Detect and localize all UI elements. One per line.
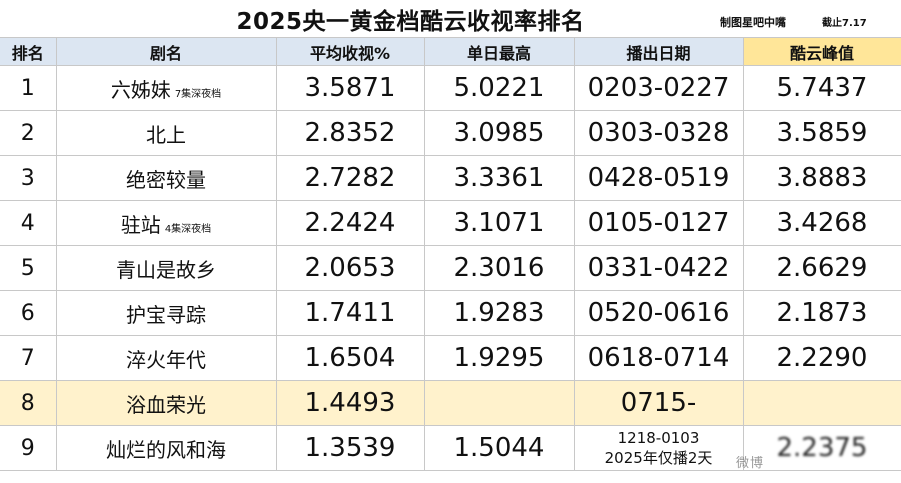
dates-note: 2025年仅播2天: [604, 449, 713, 467]
cell-peak: 3.5859: [743, 110, 901, 156]
show-name: 驻站: [120, 212, 161, 237]
cell-rank: 1: [0, 65, 57, 111]
table-row: 9 灿烂的风和海 1.3539 1.5044 1218-0103 2025年仅播…: [0, 425, 901, 471]
cell-rank: 6: [0, 290, 57, 336]
cell-high: 5.0221: [424, 65, 575, 111]
cell-rank: 8: [0, 380, 57, 426]
cell-name: 浴血荣光: [56, 380, 277, 426]
table-row: 5 青山是故乡 2.0653 2.3016 0331-0422 2.6629: [0, 245, 901, 291]
cell-rank: 2: [0, 110, 57, 156]
cell-rank: 4: [0, 200, 57, 246]
header-dates: 播出日期: [574, 38, 744, 66]
cell-dates: 0331-0422: [574, 245, 744, 291]
table-row: 2 北上 2.8352 3.0985 0303-0328 3.5859: [0, 110, 901, 156]
cell-rank: 7: [0, 335, 57, 381]
ratings-table: 排名 剧名 平均收视% 单日最高 播出日期 酷云峰值 1 六姊妹 7集深夜档 3.…: [0, 38, 901, 471]
cell-peak: 5.7437: [743, 65, 901, 111]
cell-peak: 2.6629: [743, 245, 901, 291]
cell-high: 3.0985: [424, 110, 575, 156]
cell-name: 驻站 4集深夜档: [56, 200, 277, 246]
as-of-date: 截止7.17: [822, 18, 867, 29]
dates-range: 1218-0103: [617, 429, 700, 447]
table-row: 4 驻站 4集深夜档 2.2424 3.1071 0105-0127 3.4268: [0, 200, 901, 246]
cell-dates: 0105-0127: [574, 200, 744, 246]
cell-name: 淬火年代: [56, 335, 277, 381]
show-name: 绝密较量: [126, 167, 206, 192]
cell-name: 绝密较量: [56, 155, 277, 201]
cell-peak: 3.8883: [743, 155, 901, 201]
cell-dates: 0428-0519: [574, 155, 744, 201]
cell-peak: 2.2290: [743, 335, 901, 381]
show-name: 护宝寻踪: [126, 302, 206, 327]
cell-avg: 1.3539: [276, 425, 425, 471]
cell-high: 1.9283: [424, 290, 575, 336]
cell-high-empty: [424, 380, 575, 426]
cell-avg: 2.2424: [276, 200, 425, 246]
cell-avg: 1.6504: [276, 335, 425, 381]
cell-name: 青山是故乡: [56, 245, 277, 291]
cell-avg: 2.0653: [276, 245, 425, 291]
title-row: 2025央一黄金档酷云收视率排名 制图星吧中嘴 截止7.17: [0, 0, 901, 38]
cell-avg: 1.4493: [276, 380, 425, 426]
cell-dates: 0618-0714: [574, 335, 744, 381]
table-row: 7 淬火年代 1.6504 1.9295 0618-0714 2.2290: [0, 335, 901, 381]
cell-name: 灿烂的风和海: [56, 425, 277, 471]
show-note: 4集深夜档: [164, 223, 212, 235]
credit-text: 制图星吧中嘴: [720, 16, 786, 29]
cell-avg: 1.7411: [276, 290, 425, 336]
cell-rank: 3: [0, 155, 57, 201]
cell-name: 护宝寻踪: [56, 290, 277, 336]
cell-avg: 3.5871: [276, 65, 425, 111]
cell-rank: 5: [0, 245, 57, 291]
table-row: 3 绝密较量 2.7282 3.3361 0428-0519 3.8883: [0, 155, 901, 201]
show-name: 淬火年代: [126, 347, 206, 372]
show-name: 北上: [146, 122, 186, 147]
cell-name: 六姊妹 7集深夜档: [56, 65, 277, 111]
cell-name: 北上: [56, 110, 277, 156]
cell-peak-empty: [743, 380, 901, 426]
header-row: 排名 剧名 平均收视% 单日最高 播出日期 酷云峰值: [0, 38, 901, 66]
cell-dates: 1218-0103 2025年仅播2天: [574, 425, 744, 471]
header-peak: 酷云峰值: [743, 38, 901, 66]
watermark: 微博: [736, 456, 765, 471]
show-name: 六姊妹: [110, 77, 171, 102]
cell-dates: 0203-0227: [574, 65, 744, 111]
header-avg: 平均收视%: [276, 38, 425, 66]
cell-rank: 9: [0, 425, 57, 471]
cell-avg: 2.7282: [276, 155, 425, 201]
cell-high: 3.3361: [424, 155, 575, 201]
header-rank: 排名: [0, 38, 57, 66]
cell-high: 1.5044: [424, 425, 575, 471]
table-row-airing: 8 浴血荣光 1.4493 0715-: [0, 380, 901, 426]
show-name: 青山是故乡: [116, 257, 216, 282]
peak-obscured: 2.2375: [776, 433, 868, 463]
cell-avg: 2.8352: [276, 110, 425, 156]
cell-high: 1.9295: [424, 335, 575, 381]
cell-peak: 2.1873: [743, 290, 901, 336]
table-row: 6 护宝寻踪 1.7411 1.9283 0520-0616 2.1873: [0, 290, 901, 336]
header-high: 单日最高: [424, 38, 575, 66]
cell-peak: 3.4268: [743, 200, 901, 246]
cell-dates: 0520-0616: [574, 290, 744, 336]
table-row: 1 六姊妹 7集深夜档 3.5871 5.0221 0203-0227 5.743…: [0, 65, 901, 111]
cell-high: 3.1071: [424, 200, 575, 246]
show-note: 7集深夜档: [174, 88, 222, 100]
cell-peak: 2.2375: [743, 425, 901, 471]
sheet-title: 2025央一黄金档酷云收视率排名: [236, 9, 585, 35]
header-name: 剧名: [56, 38, 277, 66]
cell-dates: 0715-: [574, 380, 744, 426]
cell-high: 2.3016: [424, 245, 575, 291]
cell-dates: 0303-0328: [574, 110, 744, 156]
